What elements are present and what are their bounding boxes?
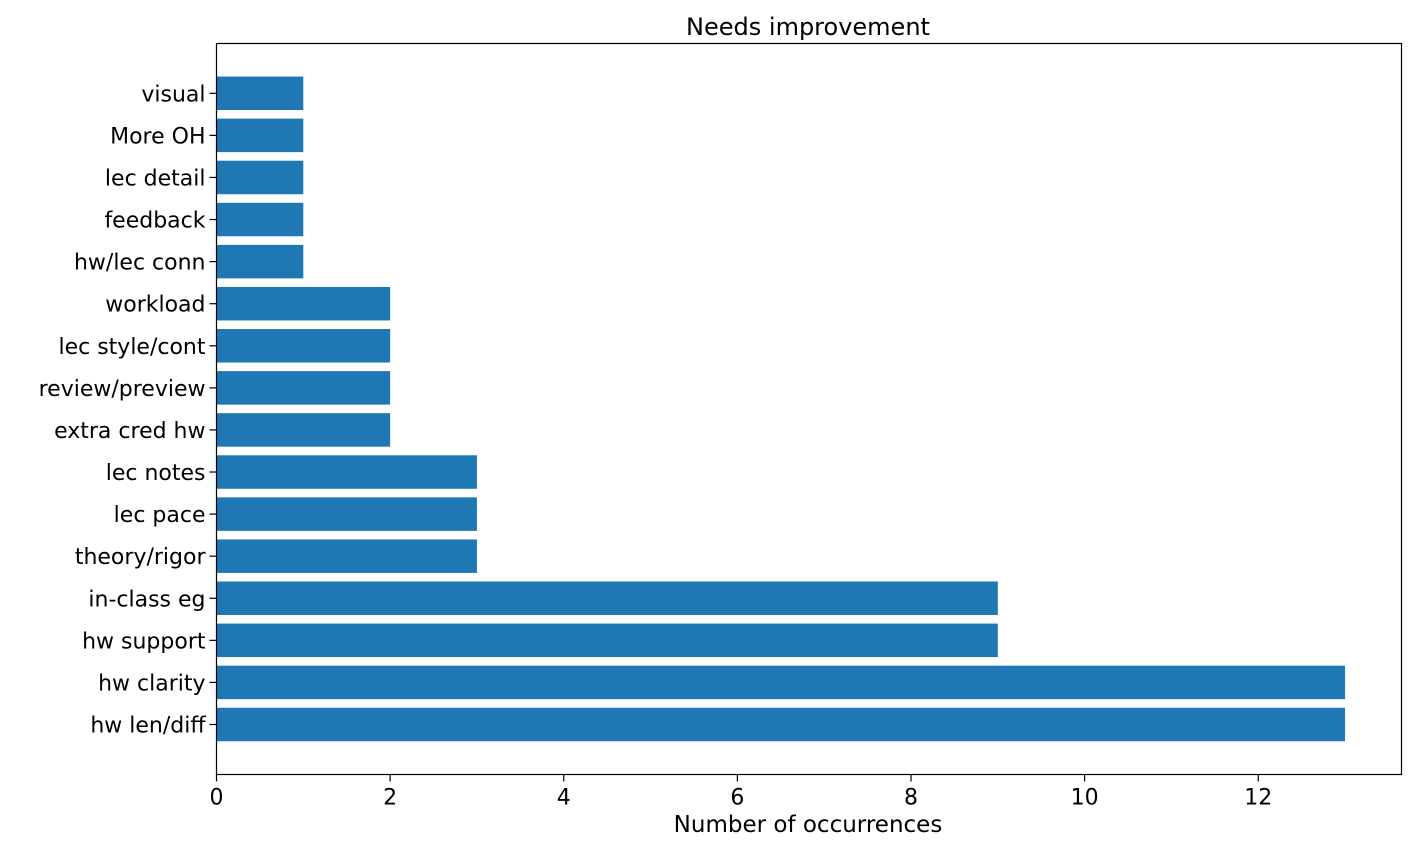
y-tick-label: in-class eg — [88, 587, 205, 612]
bar — [216, 665, 1346, 700]
bar — [216, 244, 304, 279]
x-axis-ticks: 0 2 4 6 8 10 12 — [210, 774, 1272, 811]
y-tick-label: hw len/diff — [90, 714, 206, 739]
y-axis-ticks: hw len/diff hw clarity hw support in-class … — [39, 82, 217, 739]
y-tick-label: feedback — [104, 209, 205, 234]
y-tick-label: review/preview — [39, 377, 206, 402]
x-tick-label: 8 — [904, 786, 918, 811]
bar — [216, 539, 477, 573]
bar — [216, 160, 304, 195]
x-tick-label: 2 — [383, 786, 397, 811]
bar — [216, 329, 391, 363]
y-tick-label: lec style/cont — [58, 335, 205, 360]
bar — [216, 286, 391, 321]
y-tick-label: extra cred hw — [54, 419, 205, 444]
bar — [216, 497, 477, 531]
y-tick-label: hw support — [82, 629, 206, 654]
x-tick-label: 4 — [557, 786, 571, 811]
x-tick-label: 0 — [210, 786, 224, 811]
bar — [216, 707, 1346, 742]
bar — [216, 455, 477, 489]
bars-group — [216, 76, 1346, 742]
x-tick-label: 6 — [730, 786, 744, 811]
bar — [216, 76, 304, 111]
x-tick-label: 12 — [1244, 786, 1272, 811]
y-tick-label: hw/lec conn — [74, 251, 206, 276]
x-tick-label: 10 — [1071, 786, 1099, 811]
y-tick-label: theory/rigor — [75, 545, 207, 570]
bar — [216, 371, 391, 405]
bar — [216, 118, 304, 153]
bar — [216, 581, 998, 616]
bar — [216, 413, 391, 447]
y-tick-label: lec detail — [105, 166, 206, 191]
chart-title: Needs improvement — [686, 13, 930, 41]
y-tick-label: hw clarity — [98, 671, 205, 696]
bar — [216, 202, 304, 237]
y-tick-label: lec pace — [114, 503, 206, 528]
x-axis-label: Number of occurrences — [674, 812, 943, 838]
bar — [216, 623, 998, 658]
y-tick-label: workload — [105, 293, 205, 318]
y-tick-label: More OH — [110, 124, 205, 149]
plot-frame — [215, 42, 1403, 776]
y-tick-label: lec notes — [106, 461, 206, 486]
y-tick-label: visual — [141, 82, 205, 107]
